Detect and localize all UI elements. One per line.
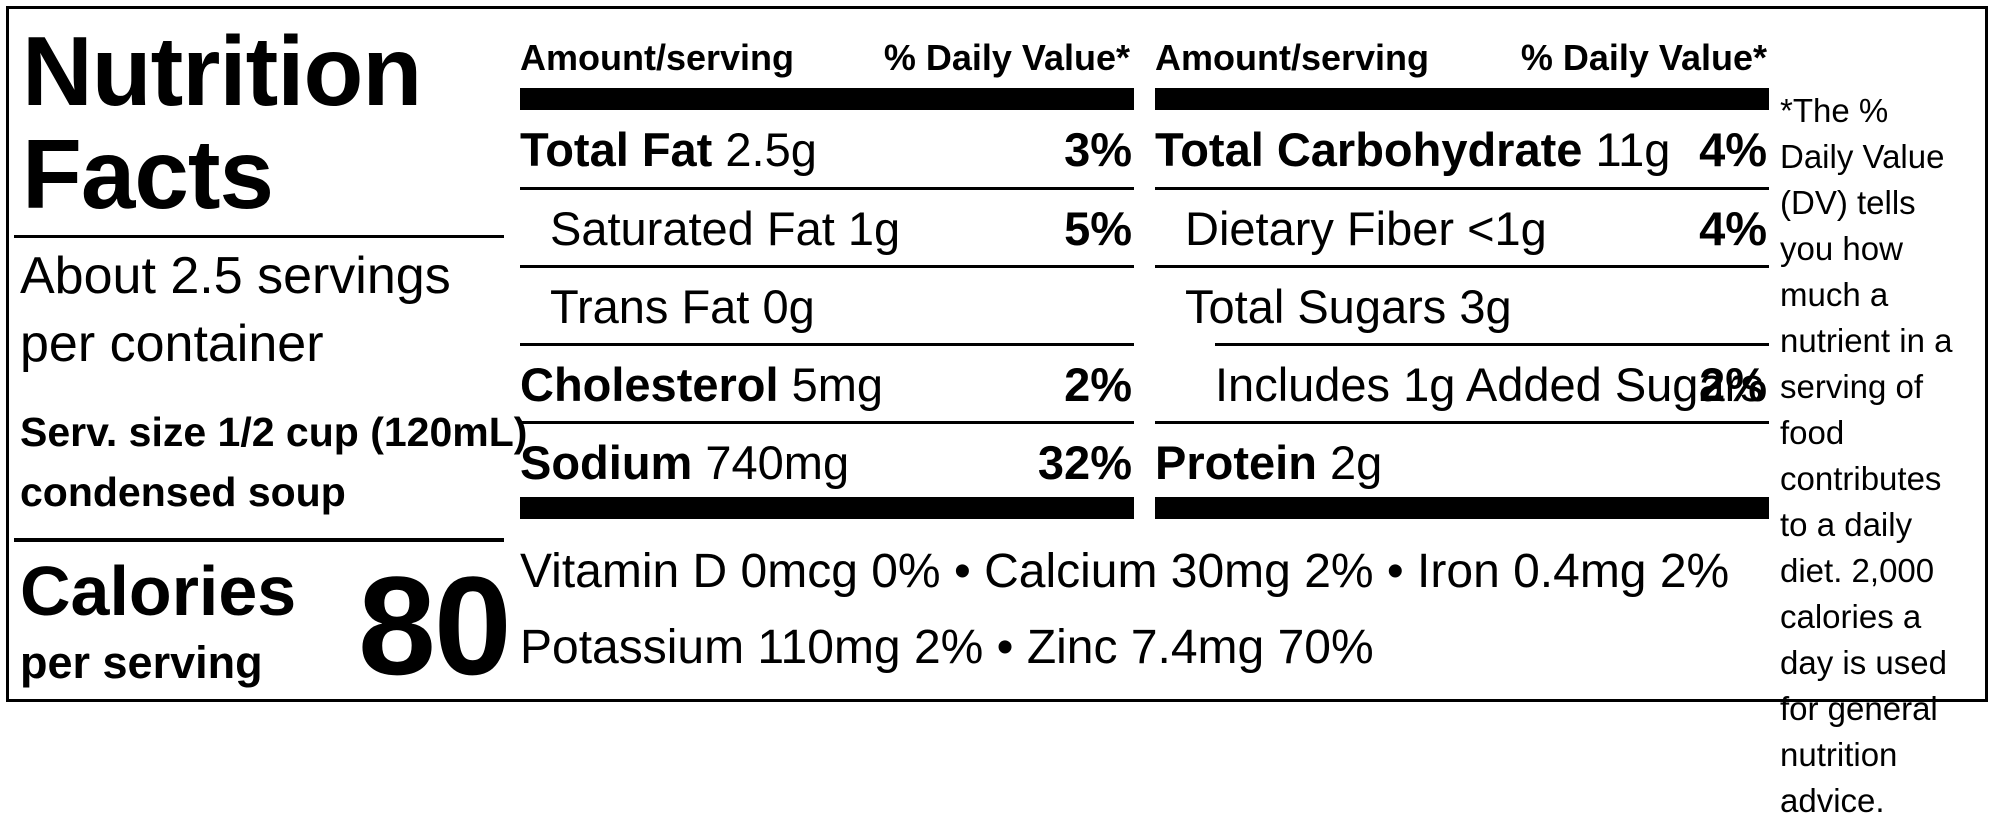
nutrient-row-total-sugars: Total Sugars 3g	[1185, 283, 1512, 330]
nutrient-row-added-sugars: Includes 1g Added Sugars	[1215, 361, 1764, 408]
nutrient-dv: 2%	[1699, 358, 1767, 411]
nutrient-dv: 5%	[1064, 202, 1132, 255]
header-daily-value: % Daily Value*	[883, 37, 1130, 78]
nutrient-name: Protein	[1155, 436, 1317, 489]
thick-divider	[520, 88, 1134, 110]
nutrient-amount: 5mg	[791, 358, 884, 411]
servings-per-container-line2: per container	[20, 315, 324, 373]
nutrient-name: Dietary Fiber	[1185, 202, 1455, 255]
calories-label: Calories	[20, 552, 297, 630]
divider	[1155, 421, 1769, 424]
vitamins-minerals-line1: Vitamin D 0mcg 0% • Calcium 30mg 2% • Ir…	[520, 545, 1730, 598]
title-nutrition: Nutrition	[22, 16, 422, 126]
nutrient-name: Total Sugars	[1185, 280, 1447, 333]
nutrient-amount: 0g	[762, 280, 815, 333]
nutrient-name: Total Carbohydrate	[1155, 123, 1583, 176]
nutrient-amount: 11g	[1595, 123, 1671, 176]
nutrient-dv: 4%	[1699, 202, 1767, 255]
nutrient-amount: 2g	[1329, 436, 1383, 489]
nutrient-row-protein: Protein 2g	[1155, 439, 1382, 486]
divider	[1215, 343, 1769, 346]
calories-per-serving-label: per serving	[20, 637, 263, 688]
vitamins-minerals-line2: Potassium 110mg 2% • Zinc 7.4mg 70%	[520, 621, 1374, 674]
calories-value: 80	[358, 547, 512, 704]
divider	[520, 187, 1134, 190]
nutrient-dv: 4%	[1699, 123, 1767, 176]
header-amount-per-serving: Amount/serving	[1155, 37, 1430, 78]
divider	[14, 235, 504, 238]
divider	[1155, 187, 1769, 190]
nutrient-name: Sodium	[520, 436, 693, 489]
nutrient-dv: 3%	[1064, 123, 1132, 176]
nutrient-amount: <1g	[1467, 202, 1547, 255]
daily-value-footnote: *The % Daily Value (DV) tells you how mu…	[1780, 92, 1953, 819]
nutrient-name: Saturated Fat	[550, 202, 835, 255]
nutrient-name: Cholesterol	[520, 358, 779, 411]
nutrient-amount: 2.5g	[725, 123, 817, 176]
thick-divider	[1155, 497, 1769, 519]
nutrient-dv: 32%	[1037, 436, 1132, 489]
nutrient-dv: 2%	[1064, 358, 1132, 411]
nutrient-row-saturated-fat: Saturated Fat 1g	[550, 205, 900, 252]
divider	[14, 538, 504, 542]
nutrient-amount: 1g	[847, 202, 901, 255]
title-facts: Facts	[22, 119, 274, 229]
nutrition-label-frame	[6, 6, 1988, 702]
header-amount-per-serving: Amount/serving	[520, 37, 795, 78]
thick-divider	[520, 497, 1134, 519]
servings-per-container-line1: About 2.5 servings	[20, 247, 451, 305]
nutrient-name: Total Fat	[520, 123, 713, 176]
nutrient-row-total-carbohydrate: Total Carbohydrate 11g	[1155, 126, 1670, 173]
divider	[520, 265, 1134, 268]
serving-size-line2: condensed soup	[20, 469, 346, 515]
nutrient-amount: 740mg	[705, 436, 850, 489]
divider	[520, 421, 1134, 424]
nutrient-row-dietary-fiber: Dietary Fiber <1g	[1185, 205, 1547, 252]
serving-size-line1: Serv. size 1/2 cup (120mL)	[20, 409, 528, 455]
nutrient-row-trans-fat: Trans Fat 0g	[550, 283, 815, 330]
nutrient-name: Includes 1g Added Sugars	[1215, 358, 1764, 411]
nutrient-amount: 3g	[1459, 280, 1512, 333]
divider	[1155, 265, 1769, 268]
nutrient-row-cholesterol: Cholesterol 5mg	[520, 361, 883, 408]
divider	[520, 343, 1134, 346]
header-daily-value: % Daily Value*	[1520, 37, 1767, 78]
thick-divider	[1155, 88, 1769, 110]
nutrient-row-sodium: Sodium 740mg	[520, 439, 849, 486]
nutrient-name: Trans Fat	[550, 280, 750, 333]
nutrient-row-total-fat: Total Fat 2.5g	[520, 126, 817, 173]
